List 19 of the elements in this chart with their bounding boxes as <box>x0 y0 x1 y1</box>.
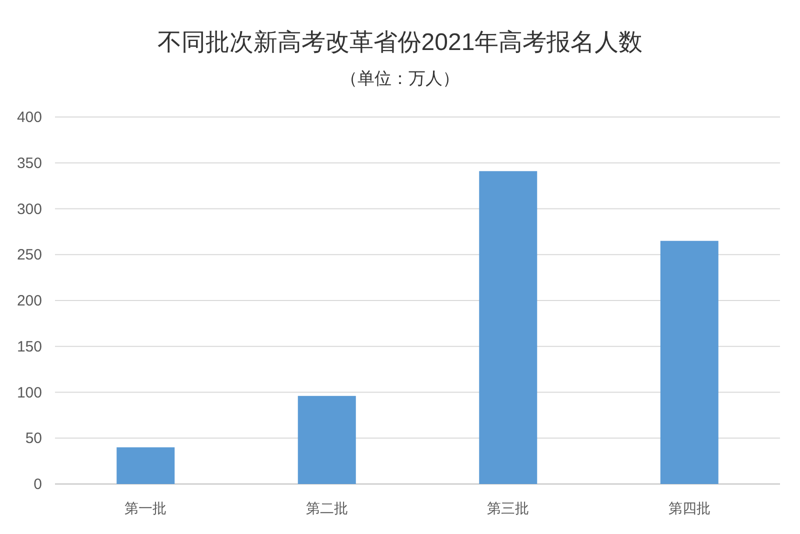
bar <box>660 240 718 484</box>
chart-title: 不同批次新高考改革省份2021年高考报名人数 <box>157 29 643 56</box>
y-tick-label: 50 <box>25 430 42 448</box>
x-tick-label: 第二批 <box>306 500 348 516</box>
y-tick-label: 350 <box>16 154 42 172</box>
y-tick-label: 300 <box>16 200 42 218</box>
x-tick-label: 第三批 <box>487 500 530 516</box>
bar <box>479 171 538 484</box>
y-tick-label: 100 <box>16 384 42 402</box>
y-tick-label: 250 <box>16 246 42 264</box>
x-tick-label: 第一批 <box>124 500 167 516</box>
chart-subtitle: （单位：万人） <box>340 69 460 88</box>
y-tick-label: 0 <box>34 476 42 493</box>
y-tick-label: 150 <box>16 338 42 356</box>
bar <box>298 396 356 484</box>
y-tick-label: 200 <box>16 292 42 310</box>
x-tick-label: 第四批 <box>668 500 710 516</box>
y-tick-label: 400 <box>16 109 42 126</box>
bar <box>116 447 175 484</box>
